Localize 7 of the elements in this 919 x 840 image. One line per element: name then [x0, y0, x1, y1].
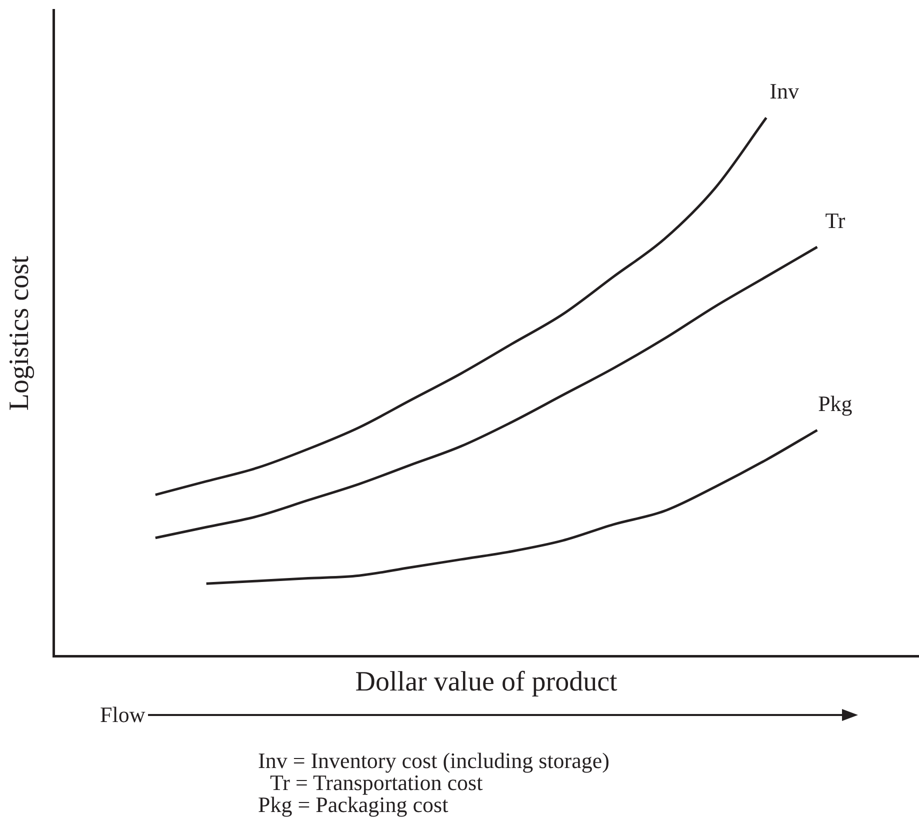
series-label: Inv: [770, 78, 799, 104]
series-label: Tr: [825, 208, 846, 233]
text: Flow: [100, 702, 146, 728]
x-axis-title: Dollar value of product: [355, 666, 618, 698]
text: Inv = Inventory cost (including storage): [258, 748, 610, 773]
y-axis-title: Logistics cost: [4, 256, 36, 411]
series-label: Pkg: [818, 390, 852, 416]
